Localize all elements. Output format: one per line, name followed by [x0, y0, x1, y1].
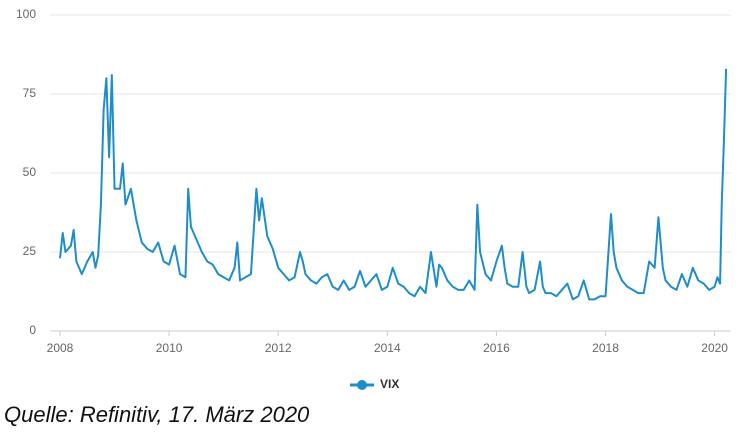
chart: 0 25 50 75 100 2008 2010 2012 2014 2016 2018 2020 VI…	[16, 7, 731, 391]
y-tick-label: 0	[29, 323, 36, 337]
y-tick-label: 25	[23, 244, 37, 258]
legend-label: VIX	[380, 377, 399, 391]
caption: Quelle: Refinitiv, 17. März 2020	[4, 402, 310, 427]
x-tick-label: 2014	[374, 341, 401, 355]
legend-marker	[357, 380, 367, 390]
y-tick-label: 50	[23, 165, 37, 179]
y-tick-label: 75	[23, 86, 37, 100]
x-tick-label: 2020	[701, 341, 728, 355]
x-tick-label: 2016	[483, 341, 510, 355]
x-tick-label: 2018	[592, 341, 619, 355]
x-tick-label: 2012	[265, 341, 292, 355]
x-tick-label: 2010	[156, 341, 183, 355]
line	[59, 68, 728, 301]
y-tick-label: 100	[16, 7, 36, 21]
x-tick-label: 2008	[47, 341, 74, 355]
